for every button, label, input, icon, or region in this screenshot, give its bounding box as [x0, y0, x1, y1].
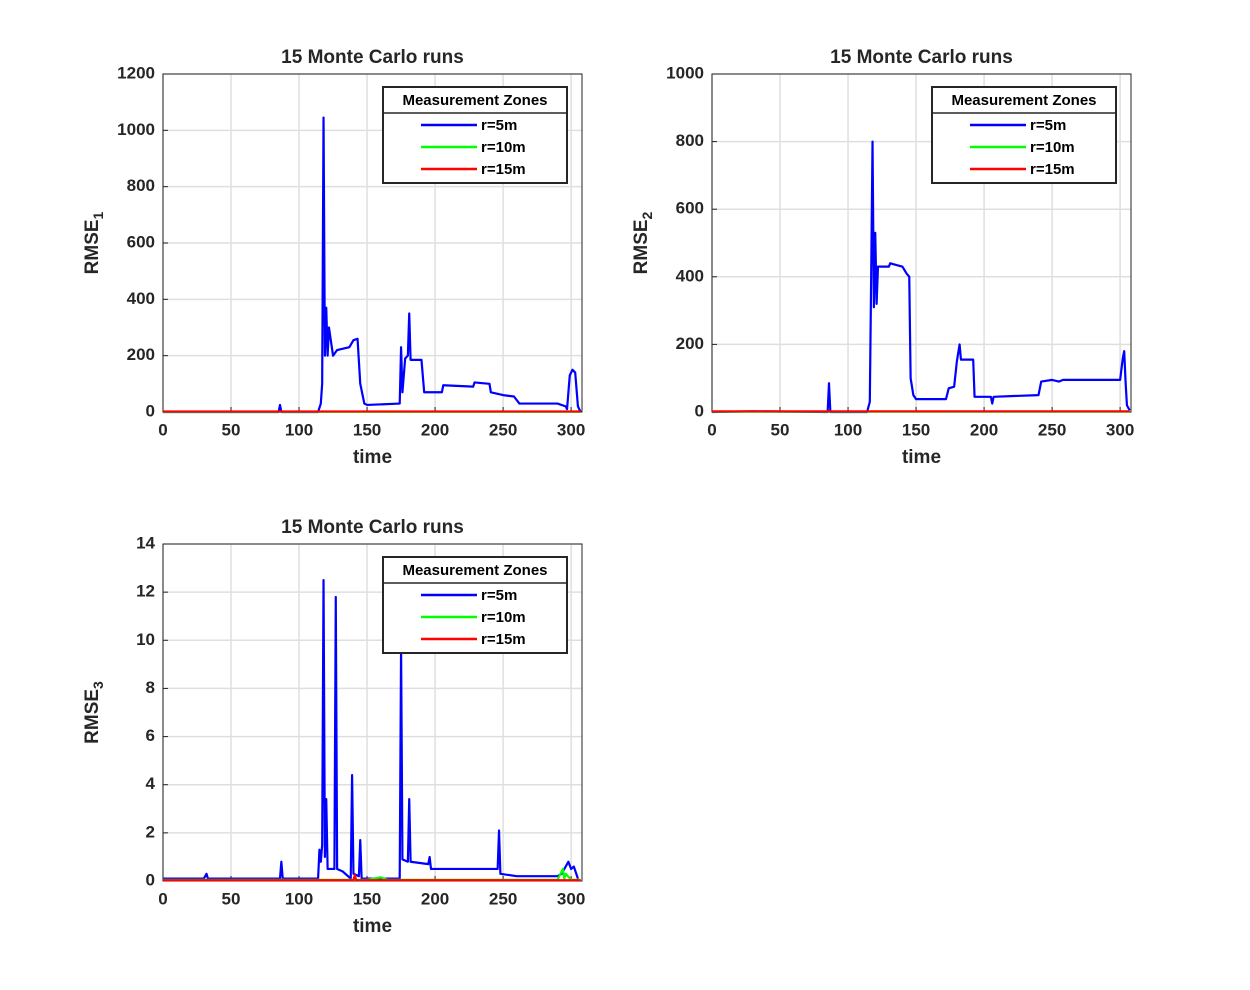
series-line — [163, 116, 582, 414]
y-axis-label-subscript: 3 — [90, 681, 106, 689]
x-tick-label: 0 — [158, 420, 167, 439]
legend-label: r=5m — [1030, 117, 1066, 134]
y-tick-label: 600 — [676, 199, 704, 218]
y-tick-label: 400 — [127, 289, 155, 308]
y-axis-label: RMSE3 — [82, 681, 106, 744]
legend: Measurement Zones r=5m r=10m r=15m — [931, 86, 1117, 184]
y-tick-label: 1200 — [117, 63, 155, 82]
y-axis-label-main: RMSE — [82, 219, 103, 274]
y-axis-label-subscript: 2 — [639, 211, 655, 219]
chart-title: 15 Monte Carlo runs — [830, 47, 1013, 68]
y-tick-label: 400 — [676, 266, 704, 285]
x-tick-label: 300 — [1106, 420, 1134, 439]
legend-label: r=15m — [481, 161, 526, 178]
legend-label: r=10m — [481, 609, 526, 626]
y-axis-label-main: RMSE — [631, 219, 652, 274]
legend-label: r=15m — [481, 631, 526, 648]
x-tick-label: 50 — [222, 889, 241, 908]
legend: Measurement Zones r=5m r=10m r=15m — [382, 86, 568, 184]
x-tick-label: 0 — [707, 420, 716, 439]
x-axis-label: time — [902, 447, 941, 468]
y-tick-label: 12 — [136, 582, 155, 601]
legend-title: Measurement Zones — [402, 92, 547, 109]
legend-box — [382, 556, 568, 654]
y-tick-label: 6 — [146, 726, 155, 745]
series-line — [163, 873, 581, 882]
legend: Measurement Zones r=5m r=10m r=15m — [382, 556, 568, 654]
x-tick-label: 300 — [557, 420, 585, 439]
x-tick-label: 100 — [285, 889, 313, 908]
legend-title: Measurement Zones — [951, 92, 1096, 109]
legend-label: r=5m — [481, 587, 517, 604]
x-tick-label: 250 — [489, 889, 517, 908]
x-axis-label: time — [353, 916, 392, 937]
x-tick-label: 200 — [421, 889, 449, 908]
x-tick-label: 200 — [970, 420, 998, 439]
x-tick-label: 150 — [902, 420, 930, 439]
axes: 0 50 100 150 200 250 300 0 2 4 6 8 10 12 14 15 Monte Ca… — [82, 517, 585, 937]
x-axis-label: time — [353, 447, 392, 468]
axes: 0 50 100 150 200 250 300 0 200 400 600 800 1000 1200 1… — [82, 47, 585, 468]
y-tick-label: 1000 — [117, 120, 155, 139]
legend-label: r=5m — [481, 117, 517, 134]
x-tick-label: 0 — [158, 889, 167, 908]
legend-box — [931, 86, 1117, 184]
x-tick-label: 150 — [353, 889, 381, 908]
legend-label: r=15m — [1030, 161, 1075, 178]
y-tick-label: 0 — [146, 401, 155, 420]
x-tick-label: 100 — [285, 420, 313, 439]
x-tick-label: 50 — [771, 420, 790, 439]
y-tick-label: 800 — [127, 176, 155, 195]
y-tick-label: 0 — [146, 870, 155, 889]
legend-label: r=10m — [481, 139, 526, 156]
legend-label: r=10m — [1030, 139, 1075, 156]
y-tick-label: 200 — [127, 345, 155, 364]
y-tick-label: 600 — [127, 232, 155, 251]
legend-box — [382, 86, 568, 184]
x-tick-label: 100 — [834, 420, 862, 439]
series-line — [163, 579, 579, 880]
y-tick-label: 800 — [676, 131, 704, 150]
y-tick-label: 10 — [136, 630, 155, 649]
series-line — [163, 867, 581, 881]
x-tick-label: 200 — [421, 420, 449, 439]
y-tick-label: 4 — [146, 774, 156, 793]
series-line — [711, 140, 1131, 414]
x-tick-label: 300 — [557, 889, 585, 908]
legend-title: Measurement Zones — [402, 562, 547, 579]
y-axis-label: RMSE2 — [631, 211, 655, 274]
y-axis-label-subscript: 1 — [90, 211, 106, 219]
x-tick-label: 250 — [489, 420, 517, 439]
y-tick-label: 1000 — [666, 63, 704, 82]
x-tick-label: 50 — [222, 420, 241, 439]
x-tick-label: 150 — [353, 420, 381, 439]
y-tick-label: 2 — [146, 822, 155, 841]
y-axis-label: RMSE1 — [82, 211, 106, 274]
x-tick-label: 250 — [1038, 420, 1066, 439]
chart-title: 15 Monte Carlo runs — [281, 47, 464, 68]
y-axis-label-main: RMSE — [82, 689, 103, 744]
chart-title: 15 Monte Carlo runs — [281, 517, 464, 538]
y-tick-label: 0 — [695, 401, 704, 420]
y-tick-label: 14 — [136, 533, 155, 552]
axes: 0 50 100 150 200 250 300 0 200 400 600 800 1000 15 Mo… — [631, 47, 1134, 468]
y-tick-label: 200 — [676, 334, 704, 353]
y-tick-label: 8 — [146, 678, 155, 697]
